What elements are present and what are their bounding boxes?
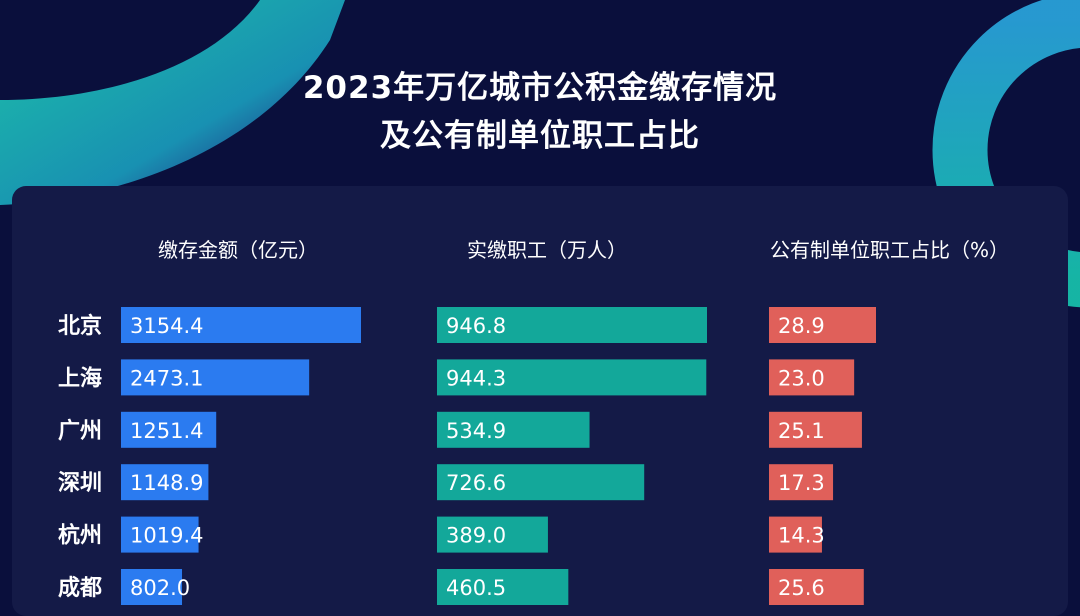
workers-bar <box>437 569 569 605</box>
workers-bar <box>437 359 707 396</box>
share-value-label: 25.6 <box>778 576 825 600</box>
top-left-arc-inner <box>0 0 260 100</box>
category-label: 杭州 <box>58 523 102 549</box>
share-value-label: 25.1 <box>778 419 825 443</box>
deposit-value-label: 802.0 <box>130 576 190 600</box>
deposit-value-label: 1148.9 <box>130 471 203 495</box>
deposit-value-label: 1019.4 <box>130 524 203 548</box>
share-value-label: 14.3 <box>778 524 825 548</box>
category-label: 上海 <box>58 365 102 391</box>
deposit-bar <box>121 411 217 448</box>
workers-value-label: 534.9 <box>446 419 506 443</box>
workers-value-label: 944.3 <box>446 366 506 390</box>
workers-value-label: 460.5 <box>446 576 506 600</box>
deposit-bar <box>121 464 209 501</box>
share-bar <box>769 516 822 553</box>
deposit-value-label: 1251.4 <box>130 419 203 443</box>
workers-bar <box>437 411 590 448</box>
category-label: 深圳 <box>58 471 102 496</box>
deposit-bar <box>121 516 199 553</box>
deposit-value-label: 3154.4 <box>130 314 203 338</box>
chart-title-line2: 及公有制单位职工占比 <box>380 118 700 154</box>
share-bar <box>769 307 876 343</box>
category-label: 广州 <box>58 418 102 444</box>
share-value-label: 28.9 <box>778 314 825 338</box>
chart-title-line1: 2023年万亿城市公积金缴存情况 <box>302 70 778 106</box>
deposit-bar <box>121 307 361 343</box>
workers-value-label: 946.8 <box>446 314 506 338</box>
column-header-share: 公有制单位职工占比（%） <box>770 238 1010 262</box>
category-label: 北京 <box>58 313 102 339</box>
share-bar <box>769 464 834 501</box>
category-label: 成都 <box>58 576 102 601</box>
share-bar <box>769 359 855 396</box>
share-value-label: 17.3 <box>778 471 825 495</box>
share-bar <box>769 569 864 605</box>
workers-value-label: 389.0 <box>446 524 506 548</box>
share-bar <box>769 411 862 448</box>
share-value-label: 23.0 <box>778 366 825 390</box>
workers-bar <box>437 307 707 343</box>
column-header-deposit: 缴存金额（亿元） <box>158 238 318 262</box>
deposit-value-label: 2473.1 <box>130 366 203 390</box>
top-right-ring <box>932 0 1080 308</box>
column-header-workers: 实缴职工（万人） <box>467 238 627 262</box>
workers-bar <box>437 516 548 553</box>
workers-value-label: 726.6 <box>446 471 506 495</box>
workers-bar <box>437 464 645 501</box>
deposit-bar <box>121 569 183 605</box>
deposit-bar <box>121 359 310 396</box>
